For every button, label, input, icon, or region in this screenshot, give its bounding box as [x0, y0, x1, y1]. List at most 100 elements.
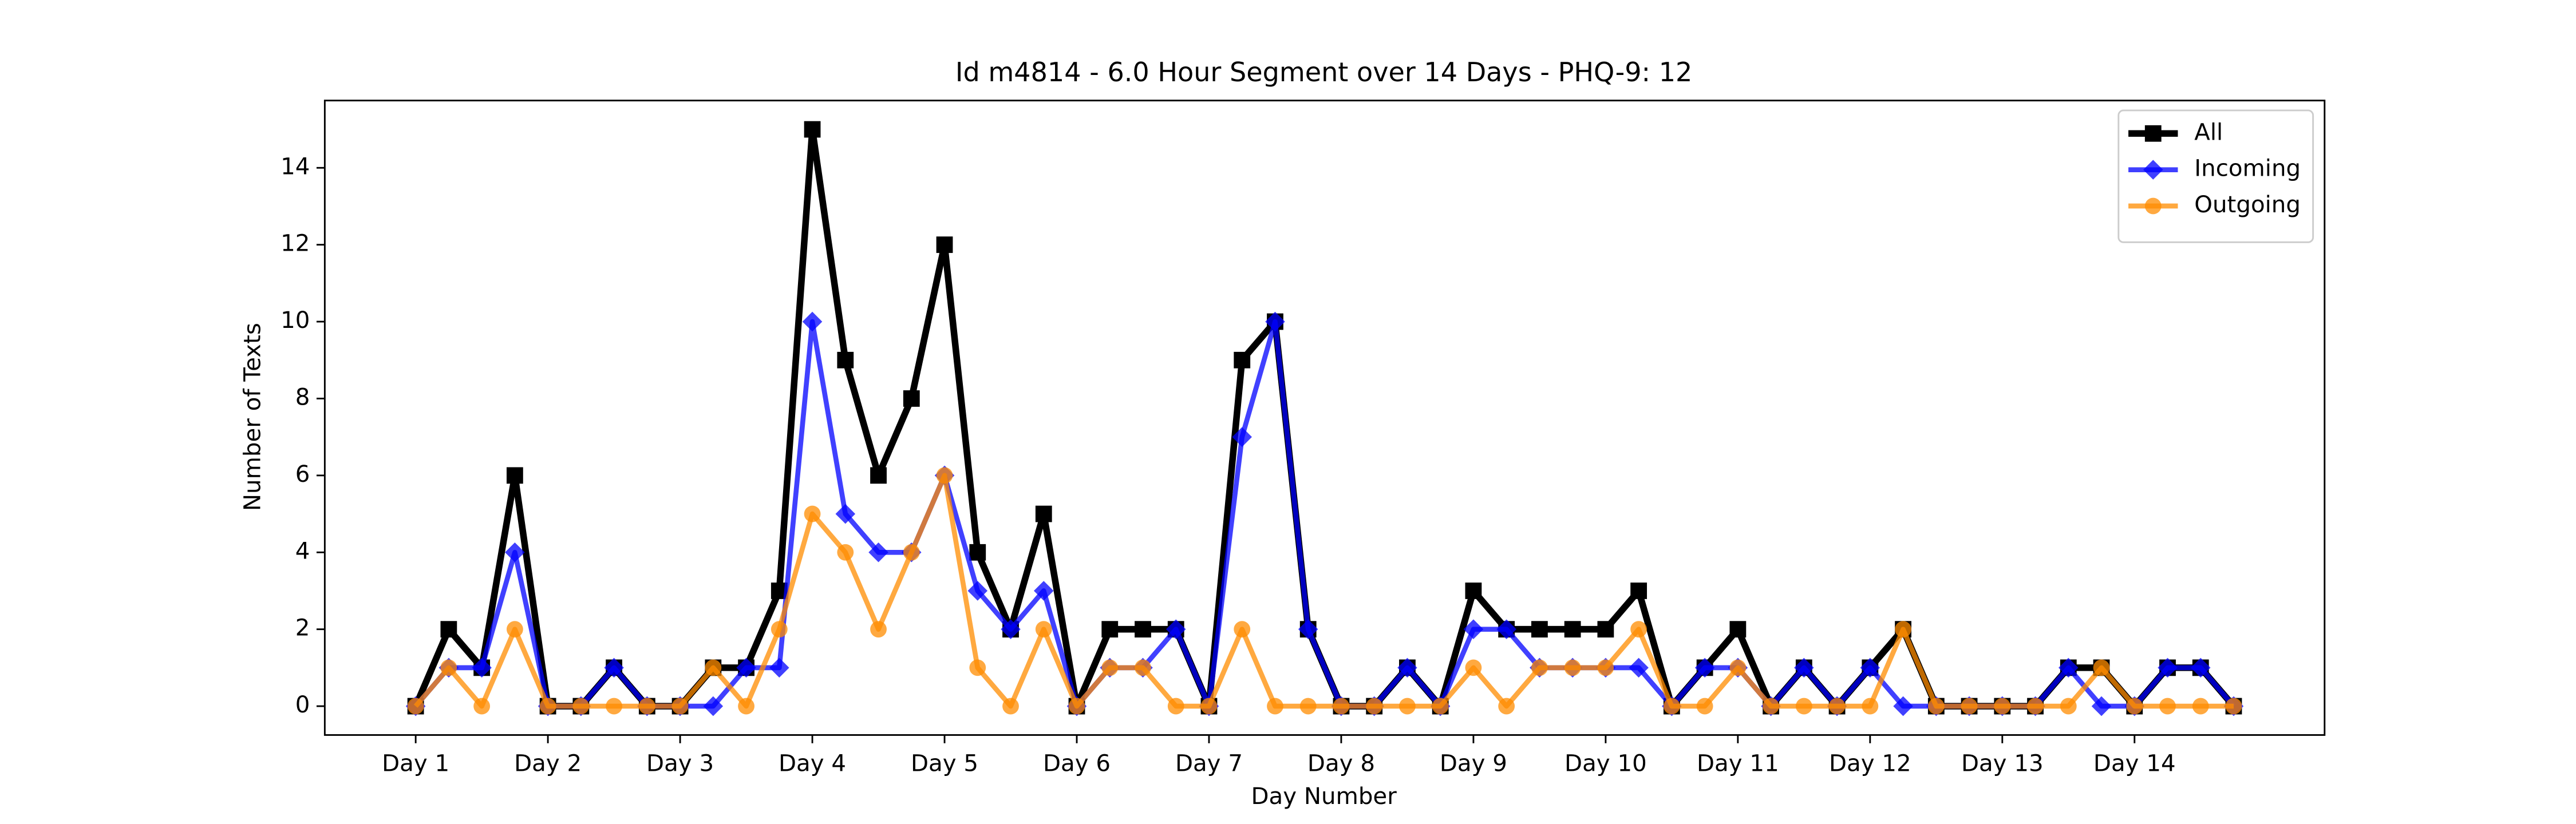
marker	[804, 505, 821, 522]
x-tick-label: Day 7	[1175, 750, 1243, 777]
marker	[1135, 659, 1151, 676]
marker	[1828, 698, 1846, 715]
legend-frame	[2117, 109, 2314, 243]
marker	[604, 657, 624, 678]
marker	[472, 657, 492, 678]
marker	[837, 351, 854, 369]
marker	[1432, 698, 1449, 715]
x-tick-label: Day 14	[2093, 750, 2176, 777]
marker	[506, 467, 523, 484]
marker	[969, 659, 986, 676]
legend: All Incoming Outgoing	[2117, 109, 2314, 243]
marker	[835, 504, 856, 524]
marker	[1101, 621, 1119, 638]
x-axis-label: Day Number	[1251, 783, 1397, 810]
marker	[1135, 621, 1151, 638]
x-tick-label: Day 9	[1440, 750, 1507, 777]
marker	[705, 659, 722, 676]
marker	[1035, 505, 1052, 522]
marker	[440, 659, 457, 676]
marker	[1232, 427, 1253, 447]
y-axis-label: Number of Texts	[239, 323, 266, 511]
series-line	[413, 473, 2234, 709]
marker	[1298, 619, 1318, 639]
marker	[903, 544, 920, 561]
marker	[903, 390, 920, 407]
marker	[2126, 698, 2143, 715]
marker	[1234, 621, 1251, 638]
marker	[936, 236, 953, 253]
marker	[671, 698, 689, 715]
marker	[1729, 621, 1747, 638]
x-tick-label: Day 11	[1697, 750, 1779, 777]
marker	[1564, 659, 1581, 676]
marker	[969, 544, 986, 561]
legend-marker	[2143, 160, 2163, 180]
x-tick-label: Day 5	[911, 750, 978, 777]
y-tick-label: 6	[295, 461, 310, 488]
marker	[1895, 621, 1911, 638]
marker	[2225, 698, 2242, 715]
marker	[1001, 619, 1021, 639]
plot-frame	[323, 100, 2326, 736]
marker	[506, 621, 523, 638]
marker	[2093, 659, 2110, 676]
marker	[936, 467, 953, 484]
marker	[1531, 621, 1548, 638]
marker	[1299, 698, 1317, 715]
marker	[1696, 698, 1713, 715]
marker	[1927, 698, 1945, 715]
marker	[606, 698, 623, 715]
y-tick-label: 0	[295, 691, 310, 718]
marker	[1333, 698, 1350, 715]
marker	[802, 311, 823, 332]
y-tick-label: 4	[295, 537, 310, 564]
marker	[1035, 621, 1052, 638]
y-tick-label: 12	[280, 230, 310, 257]
marker	[1498, 698, 1515, 715]
x-tick-label: Day 8	[1307, 750, 1375, 777]
marker	[539, 698, 556, 715]
marker	[837, 544, 854, 561]
marker	[1200, 698, 1218, 715]
marker	[1267, 698, 1283, 715]
marker	[473, 698, 491, 715]
marker	[1366, 698, 1383, 715]
y-tick-label: 8	[295, 383, 310, 410]
marker	[738, 698, 754, 715]
marker	[1564, 621, 1581, 638]
x-tick-label: Day 10	[1564, 750, 1647, 777]
x-tick-label: Day 12	[1829, 750, 1911, 777]
marker	[2192, 698, 2209, 715]
marker	[1496, 619, 1516, 639]
marker	[1101, 659, 1119, 676]
marker	[1033, 581, 1054, 601]
marker	[407, 698, 424, 715]
marker	[868, 542, 888, 562]
marker	[1234, 351, 1251, 369]
marker	[440, 621, 457, 638]
marker	[1795, 698, 1812, 715]
marker	[1463, 619, 1484, 639]
marker	[1862, 698, 1879, 715]
x-tick-label: Day 2	[514, 750, 582, 777]
marker	[1531, 659, 1548, 676]
marker	[1465, 659, 1482, 676]
marker	[2091, 696, 2112, 716]
marker	[769, 657, 789, 678]
marker	[771, 621, 788, 638]
marker	[870, 467, 887, 484]
marker	[1860, 657, 1880, 678]
marker	[1167, 698, 1184, 715]
legend-label: Incoming	[2194, 155, 2301, 182]
marker	[1763, 698, 1780, 715]
marker	[1068, 698, 1085, 715]
marker	[1399, 698, 1416, 715]
x-tick-label: Day 3	[646, 750, 714, 777]
marker	[736, 657, 756, 678]
marker	[804, 121, 821, 138]
marker	[1893, 696, 1913, 716]
marker	[2159, 698, 2176, 715]
marker	[1630, 583, 1647, 599]
